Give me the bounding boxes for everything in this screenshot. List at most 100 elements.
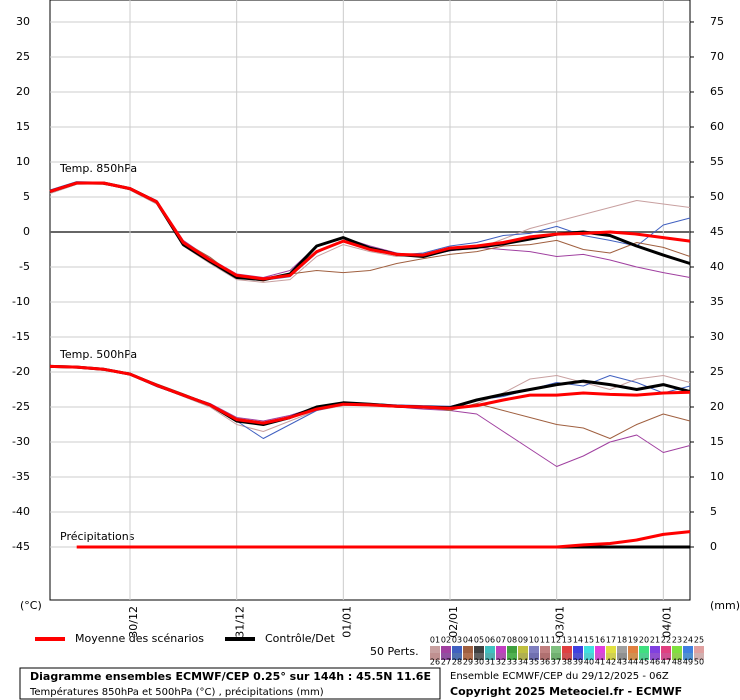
y-tick-label: -30	[12, 435, 30, 448]
legend-label: 24	[683, 636, 693, 645]
legend-swatch	[441, 653, 451, 660]
y2-tick-label: 70	[710, 50, 724, 63]
legend-swatch	[507, 646, 517, 653]
y2-tick-label: 75	[710, 15, 724, 28]
legend-swatch	[628, 646, 638, 653]
y-tick-label: 30	[16, 15, 30, 28]
y-tick-label: -10	[12, 295, 30, 308]
legend-label: 20	[639, 636, 649, 645]
group-label: Précipitations	[60, 530, 135, 543]
legend-label: 16	[595, 636, 605, 645]
legend-label: 32	[496, 658, 506, 667]
legend-label: Contrôle/Det	[265, 632, 335, 645]
footer-subtitle: Températures 850hPa et 500hPa (°C) , pré…	[29, 686, 324, 698]
footer-box	[19, 667, 441, 700]
legend-swatch	[672, 646, 682, 653]
y2-tick-label: 60	[710, 120, 724, 133]
y2-tick-label: 40	[710, 260, 724, 273]
legend-swatch	[463, 646, 473, 653]
legend-swatch	[452, 653, 462, 660]
legend-label: 18	[617, 636, 627, 645]
legend-swatch	[551, 653, 561, 660]
legend-swatch	[452, 646, 462, 653]
legend-swatch	[441, 646, 451, 653]
legend-label: Moyenne des scénarios	[75, 632, 204, 645]
group-label: Temp. 500hPa	[59, 348, 137, 361]
legend-swatch	[496, 646, 506, 653]
legend-swatch	[551, 646, 561, 653]
y2-tick-label: 55	[710, 155, 724, 168]
y2-tick-label: 15	[710, 435, 724, 448]
legend-label: 06	[485, 636, 495, 645]
y-tick-label: -15	[12, 330, 30, 343]
legend-swatch	[639, 646, 649, 653]
legend-label: 29	[463, 658, 473, 667]
legend-label: 07	[496, 636, 506, 645]
footer-copyright: Copyright 2025 Meteociel.fr - ECMWF	[450, 685, 682, 698]
legend-label: 47	[661, 658, 671, 667]
legend-label: 45	[639, 658, 649, 667]
y-tick-label: 20	[16, 85, 30, 98]
legend-label: 03	[452, 636, 462, 645]
legend-label: 46	[650, 658, 660, 667]
legend-label: 02	[441, 636, 451, 645]
legend-label: 05	[474, 636, 484, 645]
legend-label: 11	[540, 636, 550, 645]
x-tick-label: 04/01	[660, 606, 673, 638]
y2-tick-label: 50	[710, 190, 724, 203]
legend-swatch	[650, 646, 660, 653]
x-tick-label: 02/01	[447, 606, 460, 638]
legend-swatch	[694, 653, 704, 660]
perturbations-label: 50 Perts.	[370, 645, 419, 658]
legend-swatch	[430, 646, 440, 653]
legend-label: 28	[452, 658, 462, 667]
legend-swatch	[672, 653, 682, 660]
y-tick-label: 25	[16, 50, 30, 63]
y2-tick-label: 0	[710, 540, 717, 553]
x-tick-label: 31/12	[234, 606, 247, 638]
legend-swatch	[507, 653, 517, 660]
legend-label: 33	[507, 658, 517, 667]
legend-swatch	[573, 653, 583, 660]
legend-label: 17	[606, 636, 616, 645]
legend-swatch	[485, 653, 495, 660]
legend-swatch	[683, 653, 693, 660]
legend-label: 49	[683, 658, 693, 667]
y2-tick-label: 35	[710, 295, 724, 308]
legend-label: 39	[573, 658, 583, 667]
legend-label: 50	[694, 658, 704, 667]
legend-swatch	[694, 646, 704, 653]
legend-label: 35	[529, 658, 539, 667]
y-tick-label: 15	[16, 120, 30, 133]
footer-title: Diagramme ensembles ECMWF/CEP 0.25° sur …	[30, 670, 431, 683]
plot-frame	[49, 0, 691, 601]
series-line	[49, 364, 691, 425]
legend-label: 31	[485, 658, 495, 667]
group-label: Temp. 850hPa	[59, 162, 137, 175]
legend-label: 14	[573, 636, 583, 645]
legend-label: 09	[518, 636, 528, 645]
legend-swatch	[628, 653, 638, 660]
legend-label: 04	[463, 636, 473, 645]
legend-label: 38	[562, 658, 572, 667]
legend-label: 48	[672, 658, 682, 667]
legend-swatch	[683, 646, 693, 653]
legend-swatch	[474, 646, 484, 653]
legend-label: 37	[551, 658, 561, 667]
legend-swatch	[595, 646, 605, 653]
series-line	[76, 530, 691, 549]
legend-swatch	[617, 646, 627, 653]
legend-label: 25	[694, 636, 704, 645]
y-tick-label: -40	[12, 505, 30, 518]
x-tick-label: 30/12	[127, 606, 140, 638]
legend-swatch	[573, 646, 583, 653]
y2-tick-label: 10	[710, 470, 724, 483]
y2-unit: (mm)	[710, 599, 740, 612]
legend-swatch	[562, 646, 572, 653]
y-tick-label: -5	[19, 260, 30, 273]
legend-label: 10	[529, 636, 539, 645]
legend-label: 22	[661, 636, 671, 645]
legend-label: 41	[595, 658, 605, 667]
